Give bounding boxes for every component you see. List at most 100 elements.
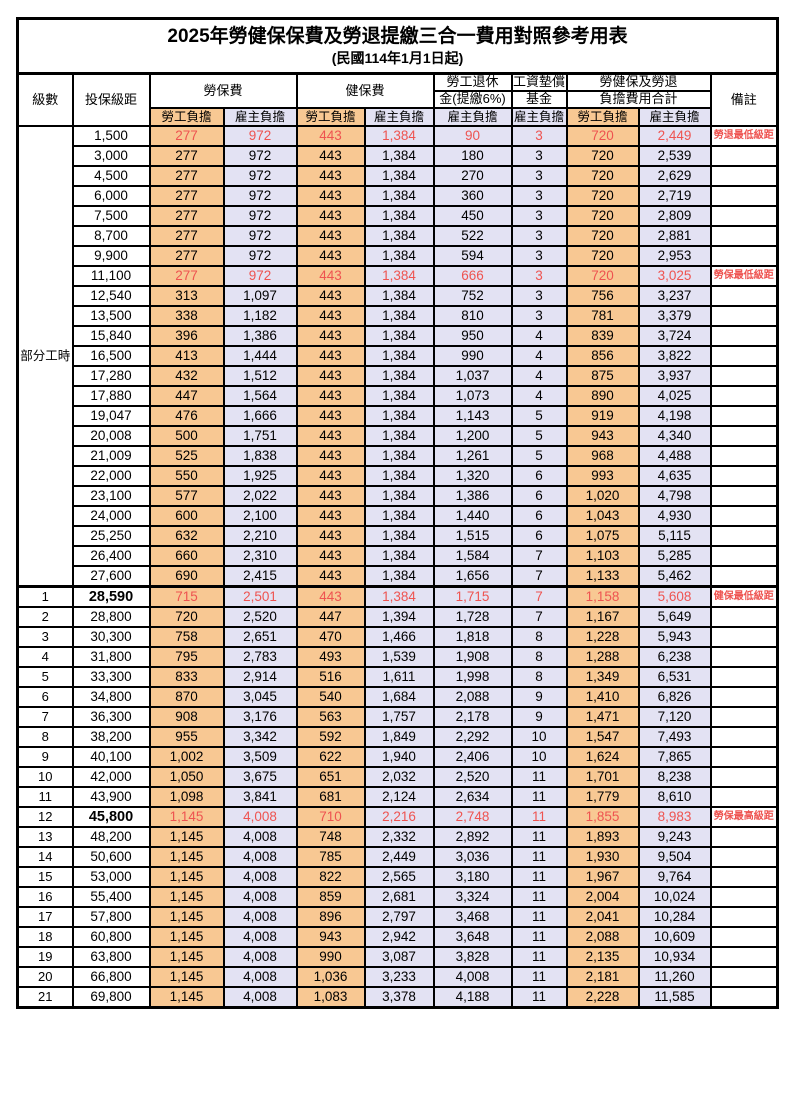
bracket-cell: 26,400 [71, 545, 151, 567]
note-cell [709, 485, 779, 507]
bracket-cell: 21,009 [71, 445, 151, 467]
note-cell [709, 766, 779, 788]
health-employee-cell: 710 [295, 806, 366, 828]
header-total-line1: 勞健保及勞退 [565, 72, 712, 92]
total-employer-cell: 3,724 [637, 325, 712, 347]
pension-cell: 3,468 [432, 906, 513, 928]
labor-employee-cell: 277 [148, 125, 225, 147]
labor-employer-cell: 3,176 [222, 706, 298, 728]
health-employer-cell: 2,449 [363, 846, 435, 868]
bracket-cell: 60,800 [71, 926, 151, 948]
total-employer-cell: 6,531 [637, 666, 712, 688]
bracket-cell: 15,840 [71, 325, 151, 347]
labor-employer-cell: 4,008 [222, 926, 298, 948]
bracket-cell: 3,000 [71, 145, 151, 167]
table-row: 8,700 277 972 443 1,384 522 3 720 2,881 [18, 225, 779, 247]
health-employee-cell: 443 [295, 425, 366, 447]
total-employee-cell: 1,624 [565, 746, 640, 768]
wage-fund-cell: 3 [510, 265, 568, 287]
health-employer-cell: 3,378 [363, 986, 435, 1009]
note-cell: 健保最低級距 [709, 585, 779, 608]
total-employer-cell: 10,284 [637, 906, 712, 928]
table-row: 12,540 313 1,097 443 1,384 752 3 756 3,2… [18, 285, 779, 307]
total-employee-cell: 1,043 [565, 505, 640, 527]
total-employee-cell: 1,103 [565, 545, 640, 567]
bracket-cell: 53,000 [71, 866, 151, 888]
note-cell [709, 926, 779, 948]
total-employer-cell: 7,865 [637, 746, 712, 768]
labor-employee-cell: 550 [148, 465, 225, 487]
health-employer-cell: 1,384 [363, 385, 435, 407]
note-cell [709, 305, 779, 327]
total-employee-cell: 1,701 [565, 766, 640, 788]
health-employee-cell: 493 [295, 646, 366, 668]
pension-cell: 2,634 [432, 786, 513, 808]
note-cell [709, 365, 779, 387]
table-row: 7,500 277 972 443 1,384 450 3 720 2,809 [18, 205, 779, 227]
labor-employer-cell: 2,501 [222, 585, 298, 608]
total-employer-cell: 2,539 [637, 145, 712, 167]
labor-employer-cell: 3,675 [222, 766, 298, 788]
bracket-cell: 23,100 [71, 485, 151, 507]
labor-employer-cell: 972 [222, 245, 298, 267]
note-cell: 勞保最高級距 [709, 806, 779, 828]
pension-cell: 1,037 [432, 365, 513, 387]
total-employee-cell: 720 [565, 245, 640, 267]
pension-cell: 950 [432, 325, 513, 347]
header-pension-line2: 金(提繳6%) [432, 90, 513, 109]
health-employer-cell: 1,384 [363, 325, 435, 347]
table-row: 16 55,400 1,145 4,008 859 2,681 3,324 11… [16, 886, 779, 908]
health-employer-cell: 1,384 [363, 165, 435, 187]
pension-cell: 1,143 [432, 405, 513, 427]
labor-employer-cell: 4,008 [222, 906, 298, 928]
wage-fund-cell: 11 [510, 866, 568, 888]
note-cell [709, 886, 779, 908]
wage-fund-cell: 5 [510, 445, 568, 467]
health-employer-cell: 1,684 [363, 686, 435, 708]
labor-employee-cell: 632 [148, 525, 225, 547]
pension-cell: 270 [432, 165, 513, 187]
note-cell [709, 445, 779, 467]
labor-employer-cell: 1,925 [222, 465, 298, 487]
total-employer-cell: 4,635 [637, 465, 712, 487]
table-row: 部分工時 1,500 277 972 443 1,384 90 3 720 2,… [16, 125, 779, 588]
labor-employee-cell: 1,098 [148, 786, 225, 808]
wage-fund-cell: 11 [510, 966, 568, 988]
table-row: 17,280 432 1,512 443 1,384 1,037 4 875 3… [18, 365, 779, 387]
bracket-cell: 25,250 [71, 525, 151, 547]
health-employee-cell: 822 [295, 866, 366, 888]
total-employer-cell: 2,449 [637, 125, 712, 147]
note-cell [709, 686, 779, 708]
total-employer-cell: 4,198 [637, 405, 712, 427]
bracket-cell: 36,300 [71, 706, 151, 728]
health-employer-cell: 2,681 [363, 886, 435, 908]
labor-employer-cell: 2,415 [222, 565, 298, 588]
labor-employee-cell: 1,145 [148, 886, 225, 908]
health-employer-cell: 1,384 [363, 225, 435, 247]
health-employee-cell: 443 [295, 345, 366, 367]
wage-fund-cell: 5 [510, 405, 568, 427]
total-employee-cell: 2,135 [565, 946, 640, 968]
labor-employee-cell: 577 [148, 485, 225, 507]
bracket-cell: 48,200 [71, 826, 151, 848]
total-employee-cell: 720 [565, 125, 640, 147]
health-employee-cell: 443 [295, 225, 366, 247]
health-employee-cell: 443 [295, 385, 366, 407]
total-employee-cell: 1,893 [565, 826, 640, 848]
labor-employee-cell: 690 [148, 565, 225, 588]
note-cell [709, 866, 779, 888]
health-employee-cell: 443 [295, 145, 366, 167]
bracket-cell: 8,700 [71, 225, 151, 247]
health-employee-cell: 443 [295, 265, 366, 287]
health-employee-cell: 681 [295, 786, 366, 808]
level-cell: 18 [16, 926, 74, 948]
health-employee-cell: 443 [295, 465, 366, 487]
header-health-insurance: 健保費 [295, 72, 435, 109]
note-cell [709, 525, 779, 547]
wage-fund-cell: 4 [510, 345, 568, 367]
note-cell [709, 405, 779, 427]
health-employer-cell: 1,384 [363, 405, 435, 427]
labor-employee-cell: 277 [148, 245, 225, 267]
bracket-cell: 20,008 [71, 425, 151, 447]
labor-employee-cell: 1,145 [148, 806, 225, 828]
